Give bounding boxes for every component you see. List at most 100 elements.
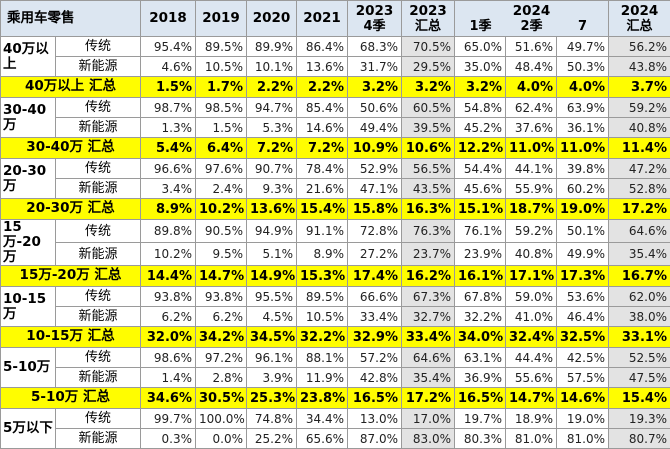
share-cell: 6.2% [141, 307, 196, 327]
share-cell: 37.6% [506, 118, 557, 138]
share-cell: 65.6% [297, 429, 348, 449]
share-cell: 32.7% [402, 307, 455, 327]
share-cell: 45.2% [455, 118, 506, 138]
summary-label: 40万以上 汇总 [1, 77, 141, 98]
share-cell: 42.8% [348, 368, 402, 388]
share-cell: 6.2% [196, 307, 247, 327]
summary-share-cell: 18.7% [506, 199, 557, 220]
summary-share-cell: 32.5% [557, 327, 609, 348]
summary-share-cell: 34.6% [141, 388, 196, 409]
share-cell: 89.9% [247, 37, 297, 57]
share-cell: 98.5% [196, 98, 247, 118]
share-cell: 97.6% [196, 159, 247, 179]
summary-share-cell: 2.2% [247, 77, 297, 98]
share-cell: 87.0% [348, 429, 402, 449]
share-cell: 23.7% [402, 243, 455, 266]
summary-share-cell: 4.0% [557, 77, 609, 98]
share-cell: 54.4% [455, 159, 506, 179]
summary-label: 30-40万 汇总 [1, 138, 141, 159]
share-cell: 72.8% [348, 220, 402, 243]
summary-share-cell: 3.7% [609, 77, 670, 98]
powertrain-label: 新能源 [56, 118, 141, 138]
share-cell: 89.8% [141, 220, 196, 243]
share-cell: 90.7% [247, 159, 297, 179]
summary-share-cell: 14.9% [247, 266, 297, 287]
share-cell: 99.7% [141, 409, 196, 429]
share-cell: 9.3% [247, 179, 297, 199]
share-cell: 98.6% [141, 348, 196, 368]
summary-share-cell: 32.4% [506, 327, 557, 348]
share-cell: 55.9% [506, 179, 557, 199]
summary-share-cell: 14.4% [141, 266, 196, 287]
share-cell: 32.2% [455, 307, 506, 327]
summary-share-cell: 10.9% [348, 138, 402, 159]
summary-share-cell: 14.7% [506, 388, 557, 409]
share-cell: 4.6% [141, 57, 196, 77]
share-cell: 2.8% [196, 368, 247, 388]
share-cell: 89.5% [297, 287, 348, 307]
share-cell: 63.9% [557, 98, 609, 118]
header-2023-q4: 2023 4季 [348, 1, 402, 37]
header-segment: 乘用车零售 [1, 1, 141, 37]
share-cell: 1.5% [196, 118, 247, 138]
powertrain-label: 新能源 [56, 307, 141, 327]
share-cell: 98.7% [141, 98, 196, 118]
summary-share-cell: 17.3% [557, 266, 609, 287]
share-cell: 88.1% [297, 348, 348, 368]
share-cell: 0.0% [196, 429, 247, 449]
share-cell: 47.2% [609, 159, 670, 179]
share-cell: 34.4% [297, 409, 348, 429]
share-cell: 43.5% [402, 179, 455, 199]
powertrain-label: 传统 [56, 37, 141, 57]
summary-share-cell: 14.6% [557, 388, 609, 409]
powertrain-label: 传统 [56, 98, 141, 118]
summary-share-cell: 30.5% [196, 388, 247, 409]
share-cell: 50.1% [557, 220, 609, 243]
share-cell: 10.5% [196, 57, 247, 77]
summary-share-cell: 10.2% [196, 199, 247, 220]
category-label: 40万以上 [1, 37, 56, 77]
share-cell: 35.0% [455, 57, 506, 77]
powertrain-label: 新能源 [56, 429, 141, 449]
share-cell: 52.8% [609, 179, 670, 199]
share-cell: 85.4% [297, 98, 348, 118]
header-2024-total: 2024 汇总 [609, 1, 670, 37]
category-label: 15万-20万 [1, 220, 56, 266]
share-cell: 70.5% [402, 37, 455, 57]
category-label: 30-40万 [1, 98, 56, 138]
share-cell: 80.3% [455, 429, 506, 449]
summary-share-cell: 11.4% [609, 138, 670, 159]
header-year: 2018 [141, 1, 196, 37]
header-year: 2019 [196, 1, 247, 37]
summary-share-cell: 15.4% [297, 199, 348, 220]
share-cell: 29.5% [402, 57, 455, 77]
share-cell: 81.0% [506, 429, 557, 449]
header-2024-group: 2024 1季 2季 7 [455, 1, 609, 37]
share-cell: 54.8% [455, 98, 506, 118]
share-cell: 1.4% [141, 368, 196, 388]
powertrain-label: 新能源 [56, 368, 141, 388]
share-cell: 56.5% [402, 159, 455, 179]
share-cell: 10.2% [141, 243, 196, 266]
share-cell: 97.2% [196, 348, 247, 368]
summary-share-cell: 5.4% [141, 138, 196, 159]
share-cell: 2.4% [196, 179, 247, 199]
category-label: 10-15万 [1, 287, 56, 327]
category-label: 20-30万 [1, 159, 56, 199]
share-cell: 23.9% [455, 243, 506, 266]
summary-share-cell: 17.2% [402, 388, 455, 409]
share-cell: 3.4% [141, 179, 196, 199]
share-cell: 21.6% [297, 179, 348, 199]
summary-share-cell: 7.2% [297, 138, 348, 159]
summary-share-cell: 3.2% [402, 77, 455, 98]
summary-share-cell: 34.2% [196, 327, 247, 348]
summary-label: 20-30万 汇总 [1, 199, 141, 220]
share-cell: 8.9% [297, 243, 348, 266]
